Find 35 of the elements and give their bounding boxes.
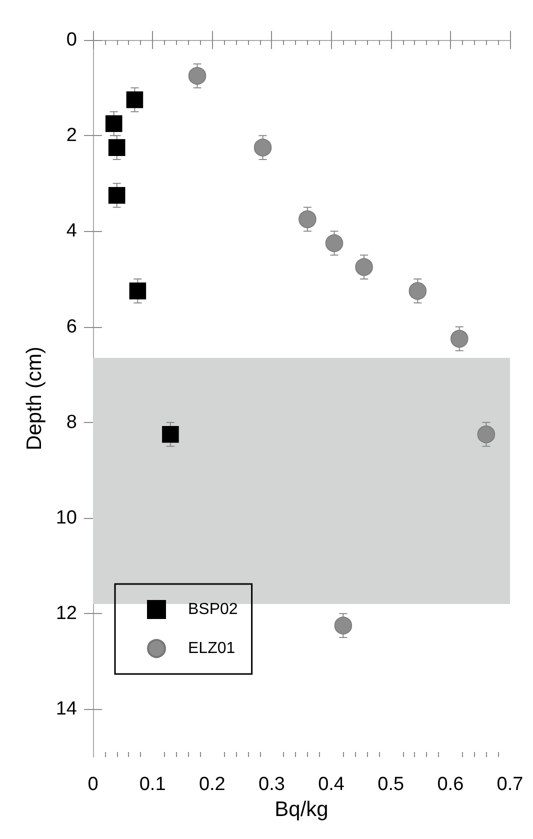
- point: [355, 258, 373, 276]
- y-tick-label: 14: [56, 698, 78, 720]
- y-tick-label: 8: [66, 412, 77, 433]
- point: [188, 66, 206, 85]
- x-tick-label: 0: [88, 774, 98, 795]
- x-tick-label: 0.7: [496, 774, 524, 795]
- point: [254, 138, 272, 156]
- x-tick-label: 0.1: [139, 774, 166, 795]
- point: [162, 426, 179, 443]
- point: [325, 234, 344, 252]
- y-tick-label: 2: [66, 125, 77, 146]
- x-tick-label: 0.3: [258, 774, 285, 795]
- y-tick-label: 10: [56, 508, 77, 528]
- point: [408, 282, 427, 300]
- point: [126, 91, 144, 108]
- point: [108, 139, 126, 156]
- x-tick-label: 0.4: [318, 774, 345, 795]
- x-tick-label: 0.2: [198, 774, 226, 795]
- legend-label: ELZ01: [188, 640, 236, 657]
- x-axis-title: Bq/kg: [274, 798, 328, 821]
- legend-label: BSP02: [188, 601, 238, 618]
- x-tick-label: 0.6: [437, 774, 464, 795]
- point: [129, 282, 146, 300]
- point: [477, 425, 496, 444]
- y-tick-label: 0: [66, 30, 77, 50]
- y-tick-label: 6: [66, 316, 77, 338]
- point: [450, 330, 468, 348]
- x-tick-label: 0.5: [378, 774, 404, 795]
- point: [108, 186, 126, 204]
- y-axis-title: Depth (cm): [22, 346, 46, 450]
- point: [105, 115, 122, 132]
- point: [298, 210, 316, 228]
- point: [334, 616, 352, 634]
- y-tick-label: 4: [66, 220, 78, 242]
- y-tick-label: 12: [56, 603, 77, 624]
